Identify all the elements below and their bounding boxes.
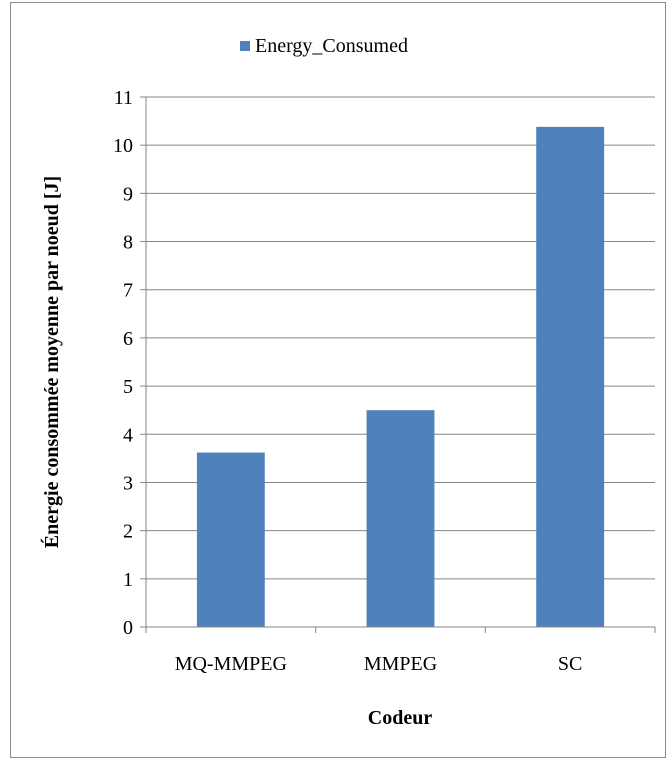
y-tick-label: 8 [123, 232, 133, 254]
y-tick-label: 6 [123, 328, 133, 350]
x-tick-label: MMPEG [364, 653, 437, 675]
legend-label: Energy_Consumed [255, 35, 408, 57]
y-tick-label: 2 [123, 521, 133, 543]
y-tick-label: 10 [113, 135, 133, 157]
x-tick-label: MQ-MMPEG [175, 653, 287, 675]
legend: Energy_Consumed [240, 35, 408, 57]
y-tick-label: 1 [123, 569, 133, 591]
y-tick-label: 11 [114, 87, 133, 109]
x-tick-label: SC [558, 653, 582, 675]
y-tick-label: 9 [123, 183, 133, 205]
x-axis-title: Codeur [368, 707, 433, 729]
x-tick-labels: MQ-MMPEG MMPEG SC [145, 627, 656, 675]
legend-swatch [240, 41, 250, 51]
axes [145, 97, 655, 628]
y-axis-title: Énergie consommée moyenne par noeud [J] [40, 176, 63, 548]
y-tick-label: 3 [123, 472, 133, 494]
y-tick-label: 5 [123, 376, 133, 398]
y-tick-label: 0 [123, 617, 133, 639]
y-tick-label: 7 [123, 280, 133, 302]
bar-mmpeg [366, 410, 435, 627]
y-tick-label: 4 [123, 424, 133, 446]
bar-mq-mmpeg [196, 452, 265, 627]
bar-sc [536, 126, 605, 627]
bars [196, 126, 605, 627]
y-tick-labels: 0 1 2 3 4 5 6 7 8 9 10 11 [113, 87, 133, 639]
